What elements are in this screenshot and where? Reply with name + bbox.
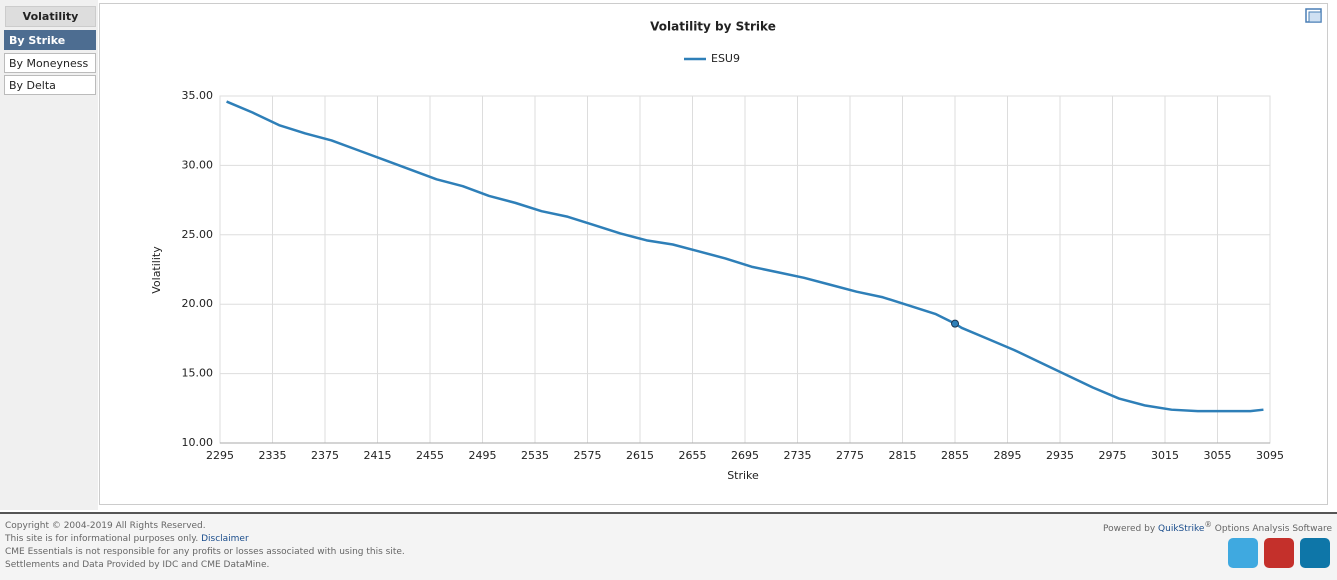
quikstrike-link[interactable]: QuikStrike xyxy=(1158,524,1205,534)
x-tick-label: 2815 xyxy=(889,449,917,462)
footer-line: Copyright © 2004-2019 All Rights Reserve… xyxy=(5,521,206,531)
sidebar: Volatility By Strike By Moneyness By Del… xyxy=(0,0,98,510)
youtube-icon[interactable] xyxy=(1264,538,1294,568)
y-tick-label: 20.00 xyxy=(182,297,214,310)
footer-line: This site is for informational purposes … xyxy=(5,534,199,544)
x-tick-label: 2335 xyxy=(259,449,287,462)
legend-label: ESU9 xyxy=(711,52,740,65)
window-icon-inner xyxy=(1308,11,1322,23)
x-tick-label: 2575 xyxy=(574,449,602,462)
x-tick-label: 2735 xyxy=(784,449,812,462)
x-tick-label: 2415 xyxy=(364,449,392,462)
linkedin-icon[interactable] xyxy=(1300,538,1330,568)
x-tick-label: 3095 xyxy=(1256,449,1284,462)
x-tick-label: 2615 xyxy=(626,449,654,462)
x-tick-label: 2535 xyxy=(521,449,549,462)
hover-point xyxy=(951,319,959,328)
powered-text: Options Analysis Software xyxy=(1214,524,1332,534)
footer-line: CME Essentials is not responsible for an… xyxy=(5,547,405,557)
y-tick-label: 10.00 xyxy=(182,436,214,449)
x-axis-label: Strike xyxy=(727,469,759,482)
y-axis-label: Volatility xyxy=(150,246,163,294)
powered-text: Powered by xyxy=(1103,524,1156,534)
footer: Copyright © 2004-2019 All Rights Reserve… xyxy=(0,512,1337,580)
footer-line: Settlements and Data Provided by IDC and… xyxy=(5,560,270,570)
x-tick-label: 2695 xyxy=(731,449,759,462)
x-tick-label: 2295 xyxy=(206,449,234,462)
x-tick-label: 2655 xyxy=(679,449,707,462)
sidebar-header: Volatility xyxy=(5,6,96,27)
y-tick-label: 25.00 xyxy=(182,228,214,241)
chart: Volatility by Strike Strike Volatility 1… xyxy=(150,8,1322,482)
x-tick-label: 2495 xyxy=(469,449,497,462)
x-tick-label: 2375 xyxy=(311,449,339,462)
x-tick-label: 2935 xyxy=(1046,449,1074,462)
y-tick-label: 30.00 xyxy=(182,158,214,171)
x-tick-label: 2855 xyxy=(941,449,969,462)
nav-item[interactable]: By Delta xyxy=(4,75,96,95)
x-tick-label: 2975 xyxy=(1099,449,1127,462)
registered: ® xyxy=(1204,520,1212,529)
series-line xyxy=(226,100,1264,413)
footer-text: Copyright © 2004-2019 All Rights Reserve… xyxy=(5,520,405,572)
footer-line: This site is for informational purposes … xyxy=(5,533,405,546)
y-tick-label: 35.00 xyxy=(182,89,214,102)
x-tick-label: 2895 xyxy=(994,449,1022,462)
x-tick-label: 3015 xyxy=(1151,449,1179,462)
chart-title: Volatility by Strike xyxy=(650,20,776,34)
x-tick-label: 2455 xyxy=(416,449,444,462)
powered-by: Powered by QuikStrike® Options Analysis … xyxy=(1103,520,1332,534)
x-tick-label: 3055 xyxy=(1204,449,1232,462)
twitter-icon[interactable] xyxy=(1228,538,1258,568)
nav-item[interactable]: By Strike xyxy=(4,30,96,50)
y-tick-label: 15.00 xyxy=(182,367,214,380)
x-tick-label: 2775 xyxy=(836,449,864,462)
disclaimer-link[interactable]: Disclaimer xyxy=(201,534,249,544)
nav-item[interactable]: By Moneyness xyxy=(4,53,96,73)
